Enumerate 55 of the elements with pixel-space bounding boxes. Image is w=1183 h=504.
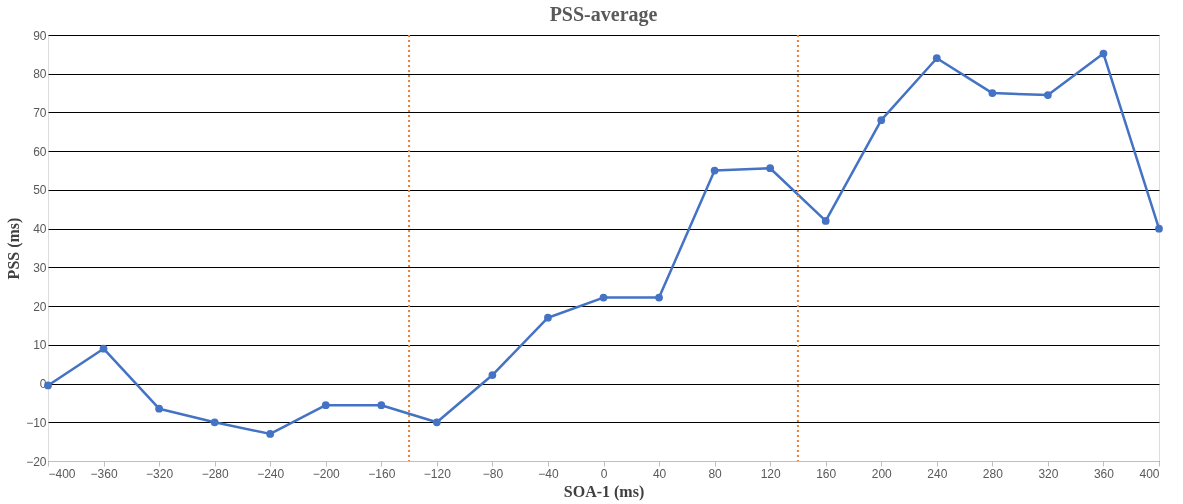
- y-tick-label: 30: [33, 260, 47, 275]
- chart-title: PSS-average: [549, 3, 658, 26]
- x-tick-label: 80: [708, 466, 723, 481]
- y-axis-title: PSS (ms): [5, 217, 24, 280]
- x-tick-label: 400: [1139, 466, 1160, 481]
- x-axis-title: SOA-1 (ms): [563, 482, 645, 501]
- point: [710, 166, 719, 175]
- x-tick-label: −200: [312, 466, 341, 481]
- point: [99, 344, 108, 353]
- point: [266, 430, 275, 438]
- point: [544, 313, 552, 322]
- y-tick-label: 40: [33, 222, 47, 237]
- point: [766, 164, 775, 173]
- x-tick-label: −40: [538, 466, 559, 481]
- point: [988, 89, 997, 97]
- x-tick-label: 240: [927, 466, 948, 481]
- x-tick-label: 280: [982, 466, 1004, 481]
- point: [210, 418, 219, 427]
- x-tick-label: 360: [1093, 466, 1115, 481]
- y-tick-label: 70: [33, 105, 47, 120]
- point: [599, 293, 608, 302]
- x-tick-label: 160: [816, 466, 837, 481]
- point: [1044, 91, 1052, 99]
- point: [655, 293, 663, 302]
- y-tick-label: 60: [33, 144, 47, 159]
- point: [877, 116, 886, 125]
- x-tick-label: −360: [90, 466, 118, 481]
- x-tick-label: 120: [760, 466, 781, 481]
- point: [321, 401, 330, 410]
- point: [488, 371, 497, 379]
- point: [932, 54, 941, 63]
- x-tick-label: −240: [257, 466, 285, 481]
- y-tick-label: −10: [26, 415, 47, 430]
- y-tick-label: 80: [33, 67, 47, 82]
- y-tick-label: 20: [33, 299, 47, 314]
- y-tick-label: −20: [26, 454, 47, 469]
- x-tick-label: −280: [201, 466, 229, 481]
- point: [377, 401, 386, 410]
- x-tick-label: 0: [600, 466, 608, 481]
- x-tick-label: −120: [423, 466, 452, 481]
- x-tick-label: −80: [482, 466, 504, 481]
- point: [1099, 49, 1108, 58]
- x-tick-label: 320: [1038, 466, 1059, 481]
- point: [1155, 224, 1163, 233]
- point: [432, 418, 441, 427]
- x-tick-label: −320: [146, 466, 174, 481]
- point: [821, 217, 830, 225]
- y-tick-label: 50: [33, 183, 47, 198]
- x-tick-label: 200: [871, 466, 893, 481]
- y-tick-label: 90: [33, 28, 47, 43]
- x-tick-label: −160: [368, 466, 396, 481]
- x-tick-label: −400: [48, 466, 76, 481]
- x-tick-label: 40: [652, 466, 667, 481]
- point: [155, 404, 163, 413]
- y-tick-label: 10: [33, 338, 47, 353]
